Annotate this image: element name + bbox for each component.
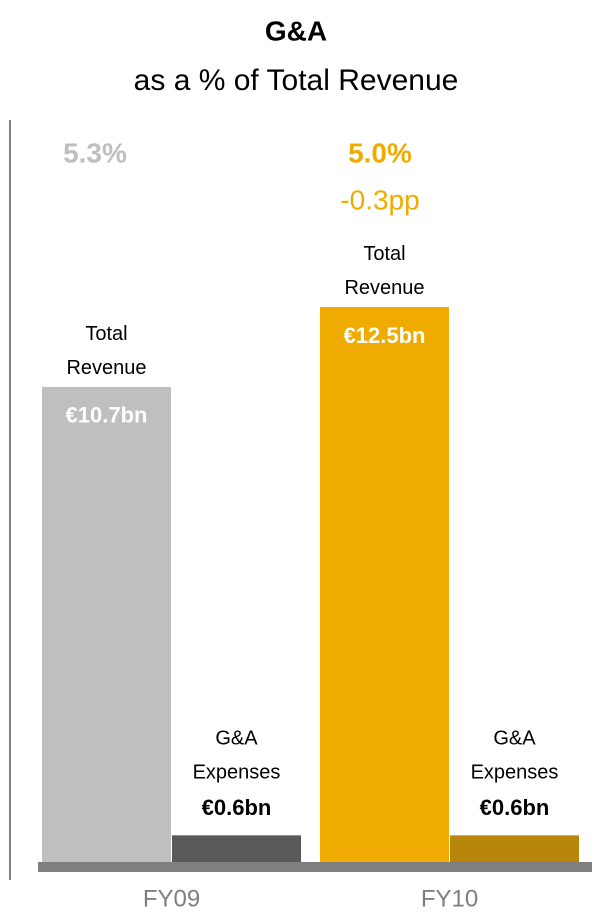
series-label-line: G&A — [215, 728, 258, 750]
series-label: Total Revenue — [66, 323, 146, 379]
change-label: -0.3pp — [340, 184, 419, 215]
series-label: Total Revenue — [344, 243, 424, 299]
series-label: G&A Expenses — [193, 728, 281, 784]
series-label-line: Revenue — [66, 357, 146, 379]
series-label-line: Total — [363, 243, 405, 265]
ratio-label: 5.3% — [63, 137, 127, 168]
series-label: G&A Expenses — [471, 728, 559, 784]
value-label: €0.6bn — [480, 795, 550, 820]
ratio-label: 5.0% — [348, 137, 412, 168]
value-label: €0.6bn — [202, 795, 272, 820]
value-label: €10.7bn — [66, 403, 148, 428]
baseline — [38, 862, 592, 872]
series-label-line: Revenue — [344, 277, 424, 299]
series-label-line: Expenses — [471, 762, 559, 784]
bar — [320, 307, 449, 862]
series-label-line: Expenses — [193, 762, 281, 784]
x-tick-label: FY10 — [421, 885, 478, 912]
x-tick-label: FY09 — [143, 885, 200, 912]
series-label-line: Total — [85, 323, 127, 345]
series-label-line: G&A — [493, 728, 536, 750]
bar — [42, 386, 171, 862]
chart-title: G&A — [265, 15, 327, 46]
value-label: €12.5bn — [344, 323, 426, 348]
bar — [450, 835, 579, 862]
bar — [172, 835, 301, 862]
chart-subtitle: as a % of Total Revenue — [134, 64, 459, 97]
